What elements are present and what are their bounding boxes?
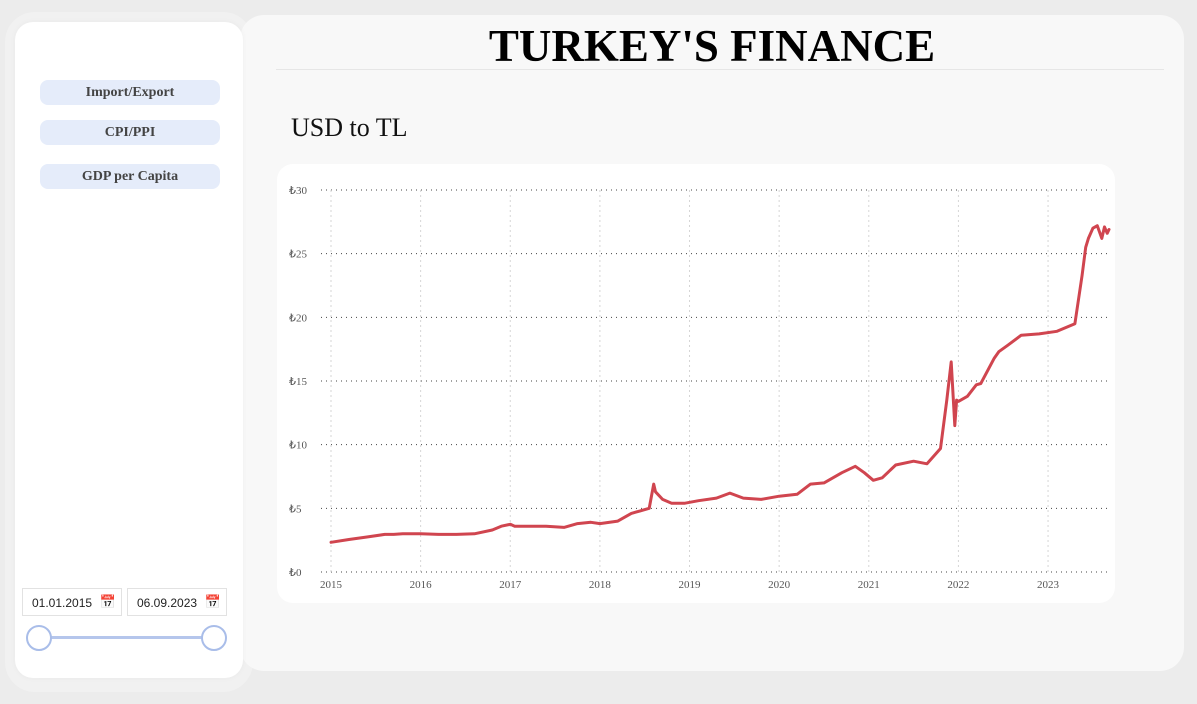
x-tick-label: 2022	[947, 579, 969, 591]
usd-try-line-chart: ₺0 ₺5 ₺10 ₺15 ₺20 ₺25 ₺30 2015 2016 2017 2018 2019 2…	[289, 185, 1111, 591]
calendar-icon[interactable]: 📅	[204, 594, 221, 609]
y-tick-label: ₺25	[289, 249, 307, 261]
y-tick-label: ₺20	[289, 312, 307, 324]
y-tick-label: ₺10	[289, 440, 307, 452]
date-range-end-handle[interactable]	[201, 625, 227, 651]
x-tick-label: 2019	[679, 579, 702, 591]
end-date-value: 06.09.2023	[137, 596, 198, 610]
x-tick-label: 2017	[499, 579, 522, 591]
sidebar: Import/Export CPI/PPI GDP per Capita 01.…	[15, 22, 243, 678]
y-tick-label: ₺0	[289, 567, 302, 579]
x-tick-label: 2018	[589, 579, 612, 591]
chart-card: ₺0 ₺5 ₺10 ₺15 ₺20 ₺25 ₺30 2015 2016 2017 2018 2019 2…	[277, 164, 1115, 603]
start-date-input[interactable]: 01.01.2015 📅	[22, 588, 122, 616]
x-tick-label: 2020	[768, 579, 791, 591]
chart-title: USD to TL	[291, 113, 408, 142]
usd-try-series-line	[329, 224, 1111, 544]
start-date-value: 01.01.2015	[32, 596, 93, 610]
gdp-per-capita-button[interactable]: GDP per Capita	[40, 164, 220, 189]
page-title: TURKEY'S FINANCE	[488, 21, 936, 71]
title-divider	[276, 69, 1164, 70]
y-tick-label: ₺5	[289, 503, 302, 515]
date-range-start-handle[interactable]	[26, 625, 52, 651]
header: TURKEY'S FINANCE	[240, 0, 1184, 80]
y-tick-label: ₺15	[289, 376, 307, 388]
x-tick-label: 2021	[858, 579, 880, 591]
x-tick-label: 2015	[320, 579, 343, 591]
x-tick-label: 2023	[1037, 579, 1060, 591]
cpi-ppi-button[interactable]: CPI/PPI	[40, 120, 220, 145]
date-range-slider-track[interactable]	[37, 636, 213, 639]
end-date-input[interactable]: 06.09.2023 📅	[127, 588, 227, 616]
x-tick-label: 2016	[410, 579, 433, 591]
import-export-button[interactable]: Import/Export	[40, 80, 220, 105]
calendar-icon[interactable]: 📅	[99, 594, 116, 609]
y-tick-label: ₺30	[289, 185, 307, 197]
